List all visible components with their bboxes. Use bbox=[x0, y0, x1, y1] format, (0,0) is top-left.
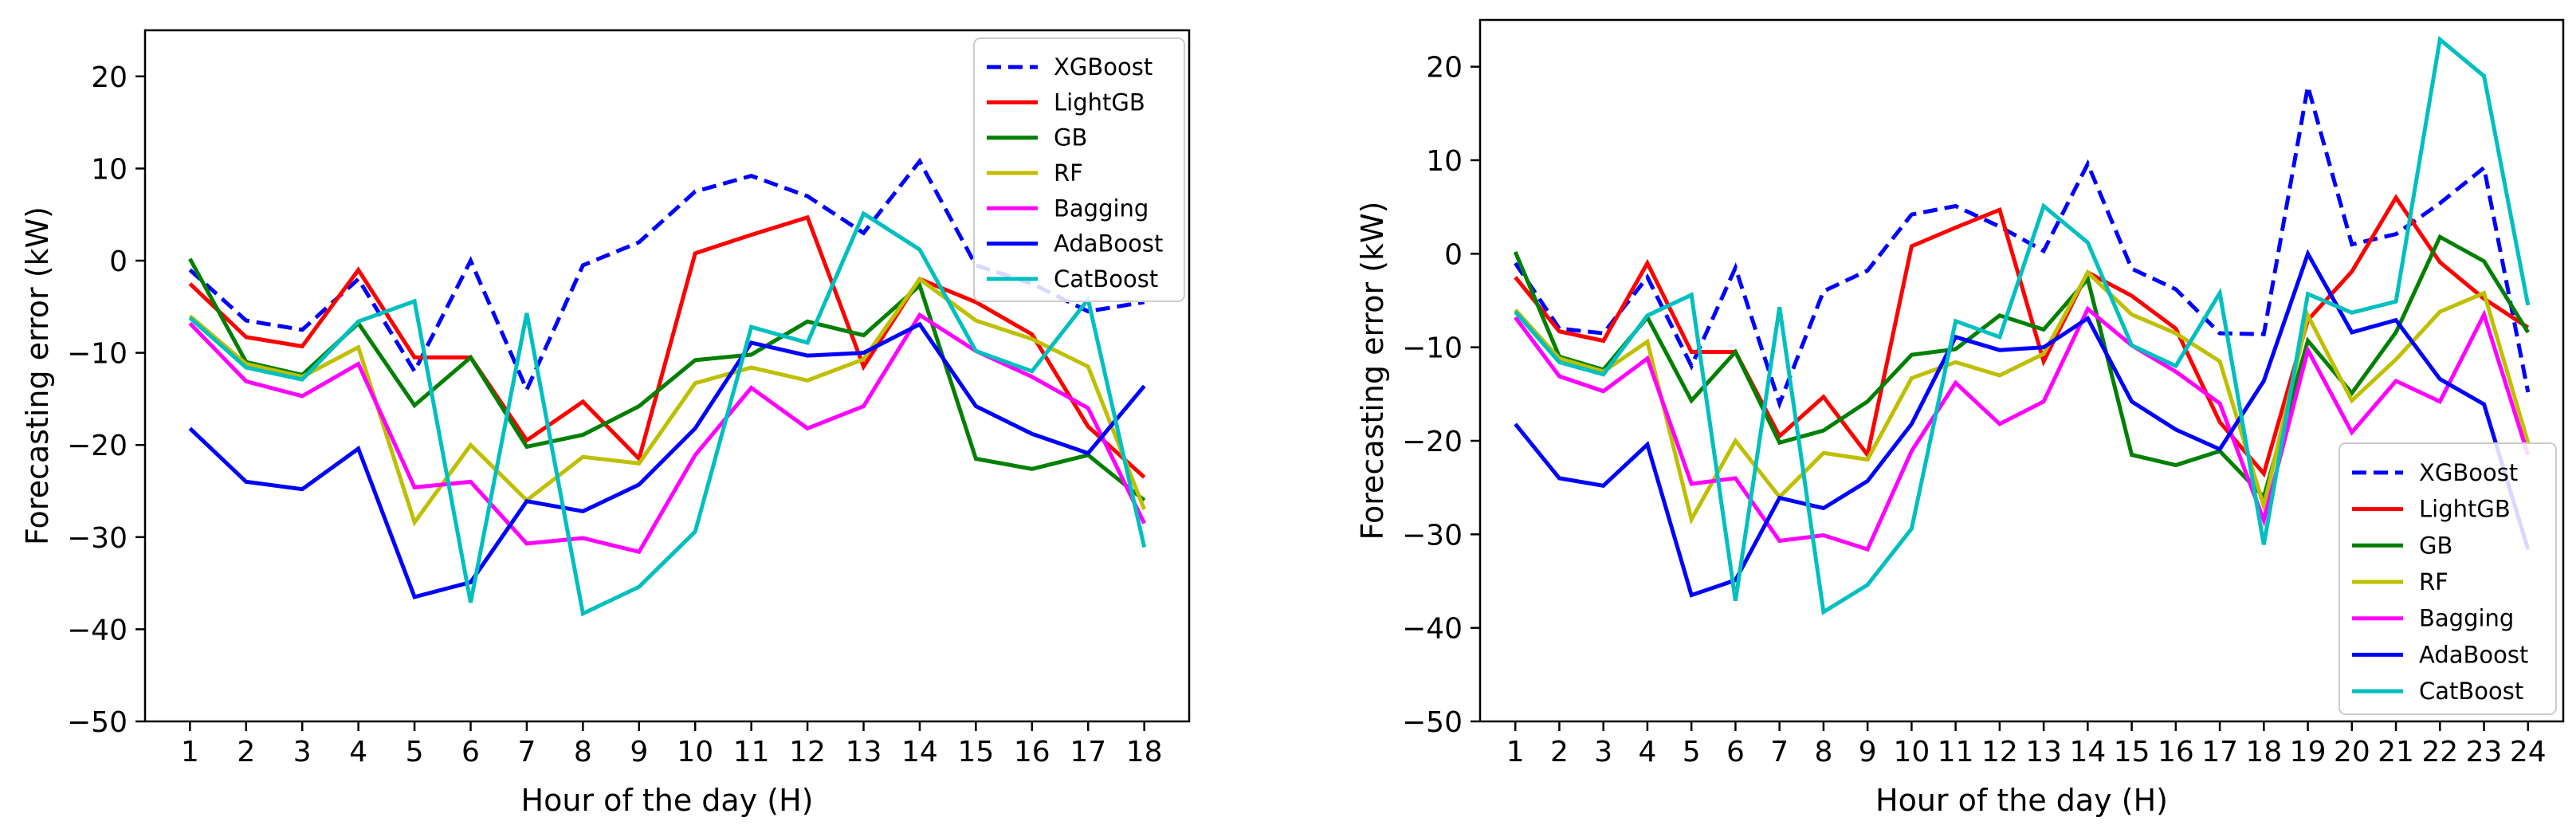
legend: XGBoost LightGB GB RF Bagging AdaBoost CatBoos… bbox=[2338, 442, 2557, 715]
y-tick-label: 20 bbox=[91, 61, 128, 94]
legend-label: LightGB bbox=[2419, 496, 2511, 523]
x-tick-label: 16 bbox=[1014, 736, 1050, 768]
plot-frame bbox=[1478, 18, 2565, 723]
legend-label: GB bbox=[1054, 124, 1087, 151]
x-tick-label: 9 bbox=[630, 736, 648, 768]
legend-label: LightGB bbox=[1054, 88, 1145, 116]
legend-label: AdaBoost bbox=[2419, 641, 2528, 668]
x-tick-label: 21 bbox=[2378, 736, 2414, 768]
x-tick-label: 1 bbox=[181, 736, 199, 768]
y-tick-label: 20 bbox=[1426, 52, 1463, 84]
series-line-rf bbox=[1514, 269, 2531, 525]
x-tick-label: 12 bbox=[1981, 736, 2018, 768]
y-tick-label: −40 bbox=[67, 614, 128, 646]
y-tick-label: 0 bbox=[109, 246, 128, 278]
legend: XGBoost LightGB GB RF Bagging AdaBoost CatBoos… bbox=[973, 37, 1185, 302]
y-tick-label: −20 bbox=[1402, 426, 1463, 458]
x-tick-label: 18 bbox=[2245, 736, 2282, 768]
legend-label: CatBoost bbox=[2419, 678, 2523, 705]
x-tick-label: 6 bbox=[1726, 736, 1745, 768]
legend-label: XGBoost bbox=[2419, 459, 2518, 486]
x-tick-label: 11 bbox=[733, 736, 770, 768]
x-tick-label: 22 bbox=[2421, 736, 2458, 768]
x-tick-label: 3 bbox=[293, 736, 312, 768]
y-tick-label: −10 bbox=[1402, 332, 1463, 365]
x-tick-label: 7 bbox=[1770, 736, 1789, 768]
x-tick-label: 10 bbox=[677, 736, 713, 768]
series-line-adaboost bbox=[1514, 249, 2531, 598]
series-line-adaboost bbox=[188, 321, 1146, 599]
x-tick-label: 3 bbox=[1594, 736, 1612, 768]
y-tick-label: −30 bbox=[67, 522, 128, 555]
y-tick-label: 0 bbox=[1444, 238, 1463, 271]
series-line-catboost bbox=[188, 210, 1147, 617]
x-tick-label: 10 bbox=[1893, 736, 1930, 768]
y-tick-label: −50 bbox=[1402, 706, 1463, 739]
y-tick-label: −30 bbox=[1402, 519, 1463, 552]
x-tick-label: 2 bbox=[237, 736, 255, 768]
x-tick-label: 8 bbox=[574, 736, 592, 768]
series-line-catboost bbox=[1514, 35, 2531, 615]
x-tick-label: 2 bbox=[1550, 736, 1569, 768]
x-tick-label: 20 bbox=[2334, 736, 2370, 768]
x-tick-label: 11 bbox=[1938, 736, 1974, 768]
legend-label: RF bbox=[2419, 568, 2448, 595]
x-tick-label: 15 bbox=[2114, 736, 2150, 768]
x-tick-label: 12 bbox=[789, 736, 826, 768]
legend-label: GB bbox=[2419, 532, 2452, 559]
x-tick-label: 7 bbox=[517, 736, 536, 768]
series-line-rf bbox=[188, 276, 1147, 527]
x-tick-label: 18 bbox=[1126, 736, 1163, 768]
y-axis-label: Forecasting error (kW) bbox=[20, 206, 55, 545]
legend-label: Bagging bbox=[2419, 605, 2514, 632]
x-tick-label: 17 bbox=[2201, 736, 2238, 768]
x-tick-label: 4 bbox=[1638, 736, 1656, 768]
x-tick-label: 23 bbox=[2466, 736, 2503, 768]
x-tick-label: 5 bbox=[406, 736, 424, 768]
x-tick-label: 16 bbox=[2158, 736, 2194, 768]
x-tick-label: 13 bbox=[2025, 736, 2062, 768]
x-tick-label: 8 bbox=[1814, 736, 1832, 768]
x-axis-label: Hour of the day (H) bbox=[1875, 783, 2168, 818]
y-tick-label: −40 bbox=[1402, 613, 1463, 646]
x-tick-label: 24 bbox=[2510, 736, 2547, 768]
x-tick-label: 6 bbox=[461, 736, 480, 768]
series-line-lightgb bbox=[1514, 194, 2530, 478]
series-line-lightgb bbox=[188, 214, 1146, 479]
legend-label: XGBoost bbox=[1054, 53, 1153, 81]
x-tick-label: 9 bbox=[1859, 736, 1877, 768]
x-tick-label: 14 bbox=[2069, 736, 2106, 768]
x-axis-label: Hour of the day (H) bbox=[521, 783, 814, 818]
y-tick-label: −10 bbox=[67, 338, 128, 371]
x-tick-label: 14 bbox=[901, 736, 938, 768]
series-line-bagging bbox=[1514, 305, 2531, 552]
y-tick-label: −20 bbox=[67, 430, 128, 462]
y-tick-label: 10 bbox=[91, 153, 128, 186]
plot-frame bbox=[143, 29, 1191, 723]
y-tick-label: −50 bbox=[67, 706, 128, 739]
legend-label: CatBoost bbox=[1054, 265, 1158, 293]
x-tick-label: 4 bbox=[349, 736, 367, 768]
legend-label: AdaBoost bbox=[1054, 230, 1163, 257]
legend-label: Bagging bbox=[1054, 194, 1149, 222]
x-tick-label: 1 bbox=[1506, 736, 1525, 768]
x-tick-label: 17 bbox=[1070, 736, 1106, 768]
x-tick-label: 13 bbox=[846, 736, 882, 768]
legend-label: RF bbox=[1054, 159, 1083, 187]
x-tick-label: 5 bbox=[1683, 736, 1701, 768]
series-line-gb bbox=[1513, 234, 2530, 501]
y-axis-label: Forecasting error (kW) bbox=[1355, 202, 1390, 540]
x-tick-label: 15 bbox=[957, 736, 994, 768]
y-tick-label: 10 bbox=[1426, 145, 1463, 178]
x-tick-label: 19 bbox=[2290, 736, 2327, 768]
